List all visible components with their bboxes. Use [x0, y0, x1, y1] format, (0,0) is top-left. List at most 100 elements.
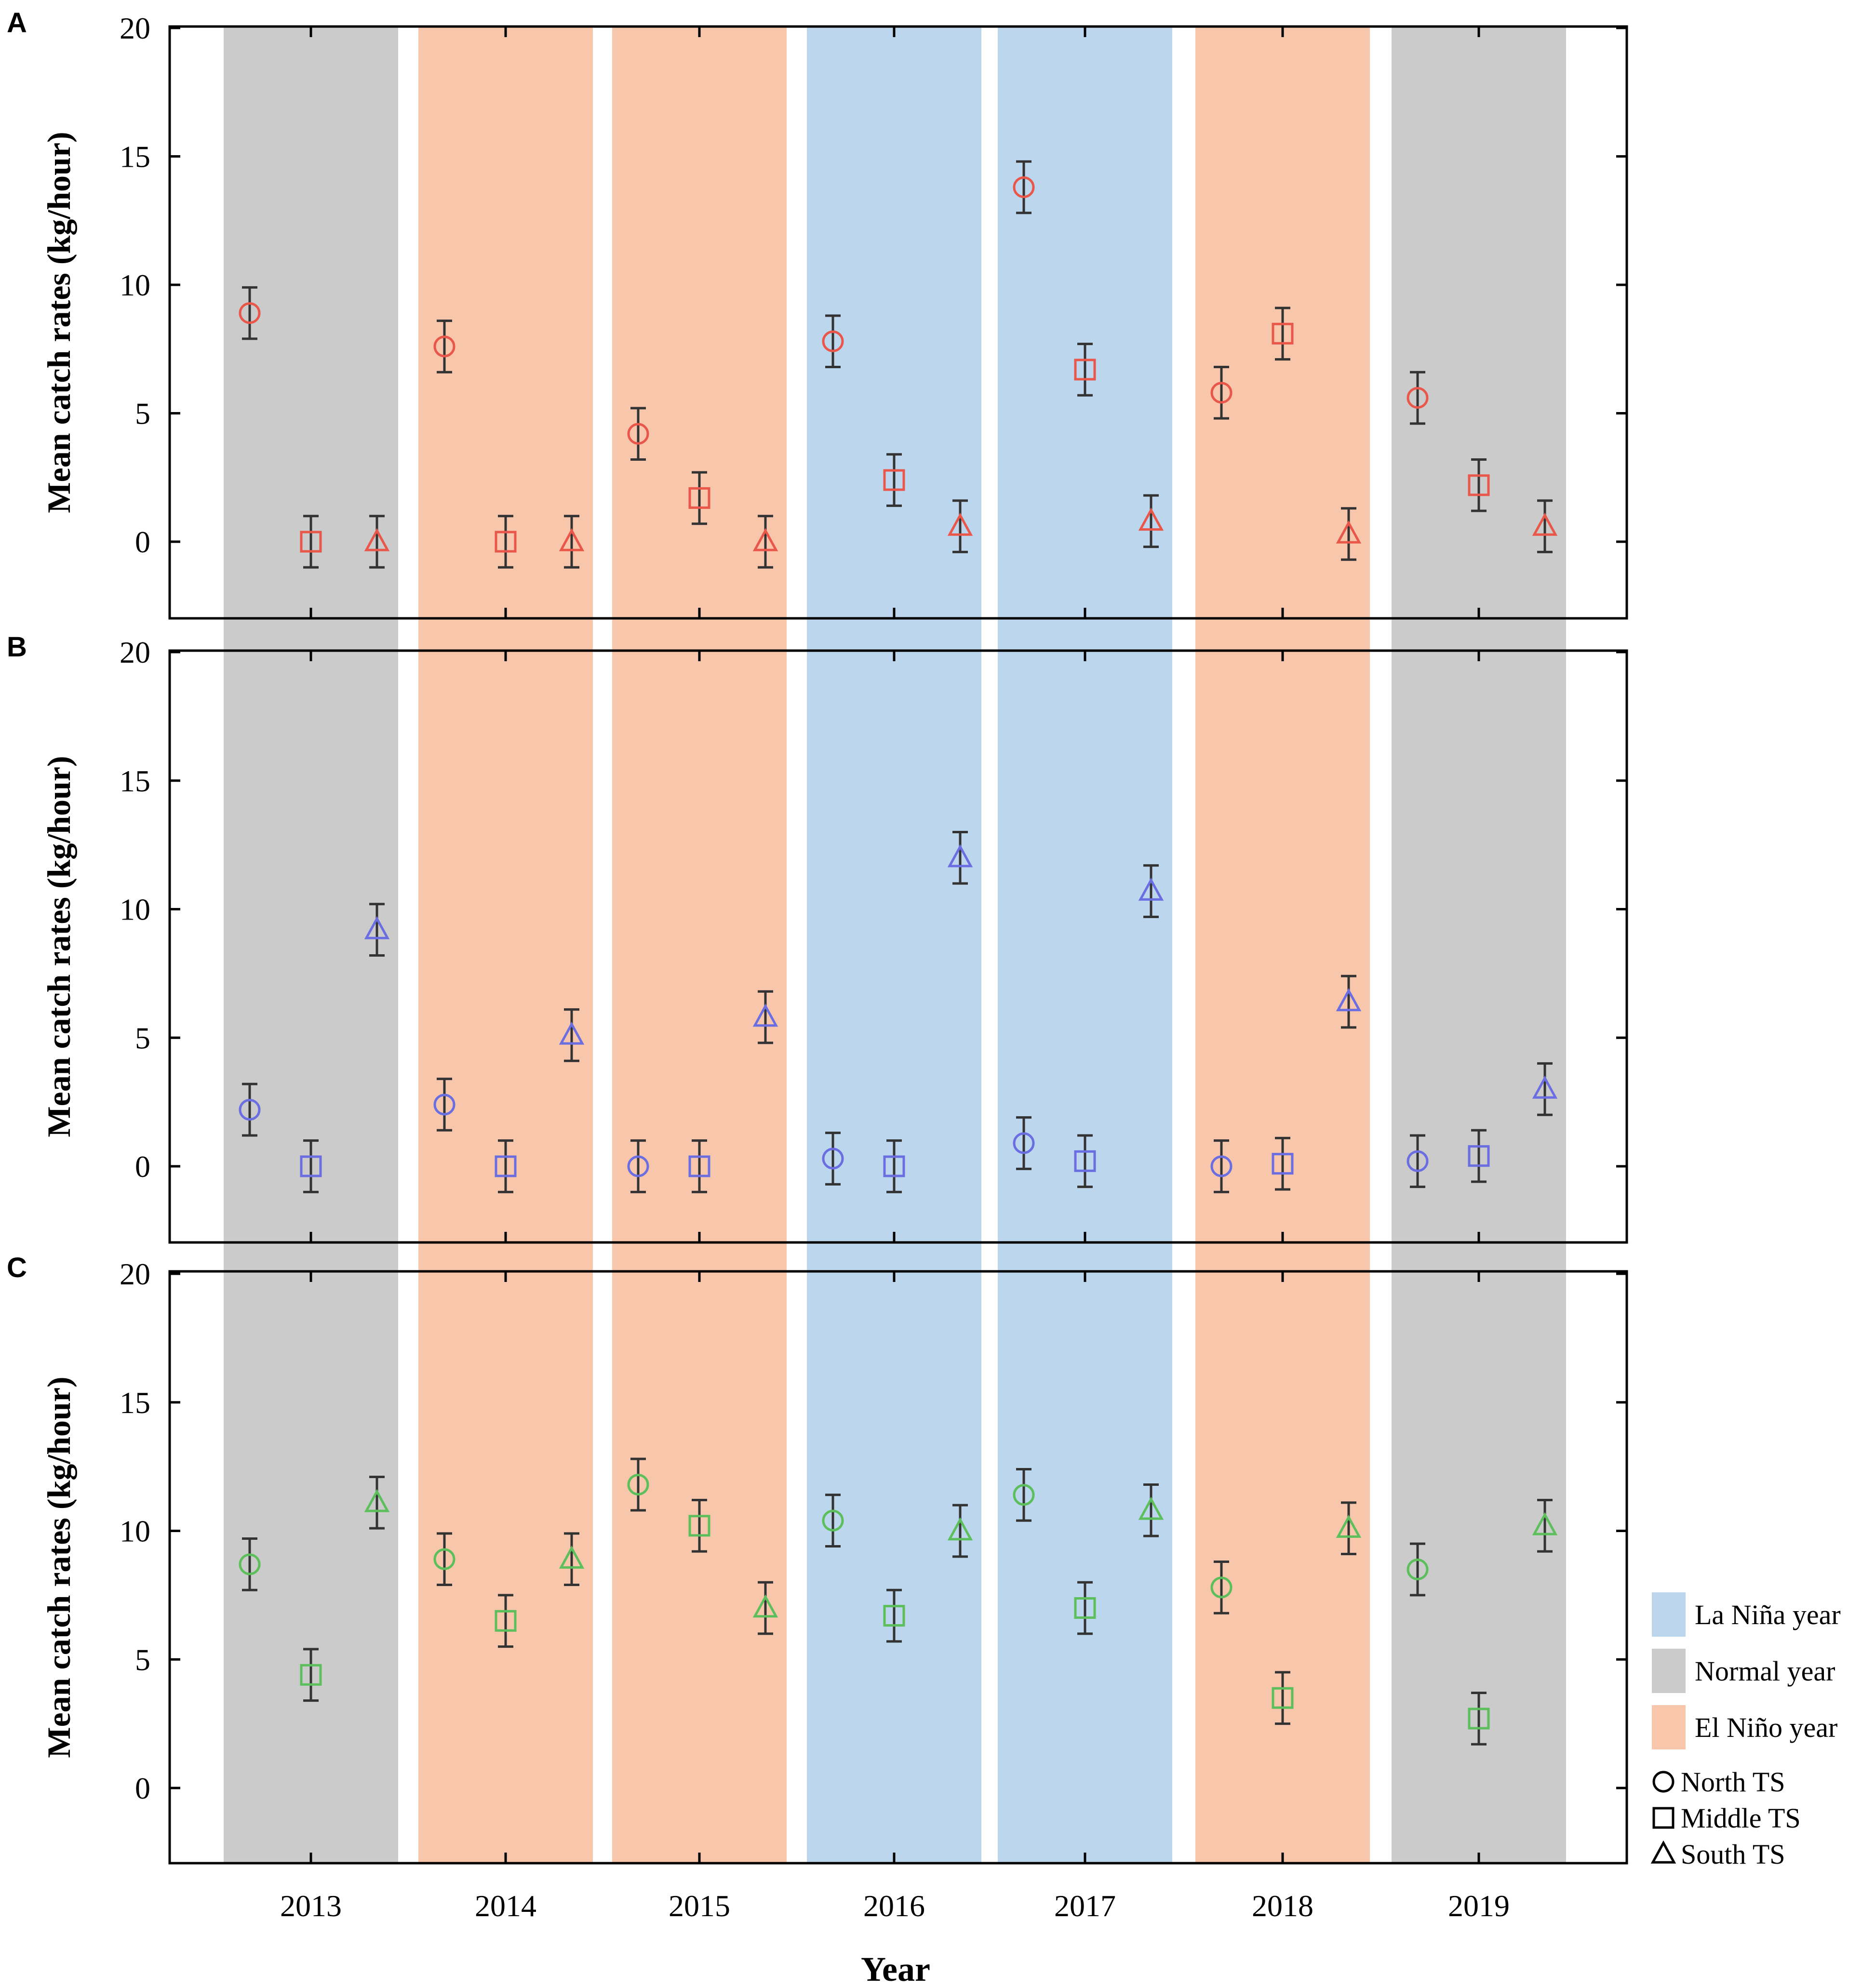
error-bar: [1537, 1062, 1553, 1116]
error-bar: [303, 1648, 319, 1702]
legend-square-icon: [1652, 1807, 1674, 1829]
legend-label: Normal year: [1695, 1655, 1835, 1687]
error-bar: [303, 515, 319, 569]
error-bar: [369, 515, 385, 569]
error-bar: [1214, 1561, 1229, 1614]
data-point-circle-2019: [1407, 387, 1429, 409]
error-bar: [369, 903, 385, 957]
y-axis-label: Mean catch rates (kg/hour): [40, 132, 77, 513]
data-point-square-2016: [883, 1605, 905, 1627]
error-bar: [1471, 1692, 1487, 1746]
error-bar: [437, 1078, 452, 1132]
data-point-square-2014: [495, 531, 517, 553]
y-tick-label: 15: [120, 1386, 150, 1420]
error-bar: [758, 515, 773, 569]
data-point-square-2016: [883, 469, 905, 491]
error-bar: [630, 1457, 646, 1512]
data-point-square-2014: [495, 1155, 517, 1177]
x-tick-label: 2019: [1448, 1889, 1510, 1923]
legend-triangle-icon: [1650, 1840, 1676, 1864]
data-point-square-2018: [1272, 1153, 1294, 1175]
y-tick-label: 0: [135, 1771, 150, 1805]
legend-marker-label: North TS: [1681, 1766, 1785, 1798]
band-2017: [998, 27, 1172, 1863]
y-tick-label: 5: [135, 1021, 150, 1055]
panel-A: 0 5 10 15 20 A Mean catch rates (kg/hour): [7, 7, 1628, 620]
data-point-circle-2016: [822, 1147, 844, 1170]
x-tick-label: 2016: [863, 1889, 925, 1923]
data-point-square-2019: [1468, 1145, 1490, 1167]
x-tick-label: 2015: [669, 1889, 730, 1923]
error-bar: [1410, 371, 1425, 425]
error-bar: [825, 1494, 841, 1548]
error-bar: [1016, 1468, 1031, 1522]
error-bar: [1537, 499, 1553, 553]
y-tick-label: 15: [120, 764, 150, 798]
data-point-square-2017: [1074, 1597, 1096, 1619]
data-point-circle-2013: [239, 302, 261, 324]
x-tick-label: 2013: [280, 1889, 342, 1923]
data-point-square-2019: [1468, 474, 1490, 496]
error-bar: [1143, 864, 1159, 919]
plot-frame: [168, 25, 1628, 620]
data-point-triangle-2014: [559, 1545, 585, 1569]
error-bar: [886, 1139, 902, 1193]
data-point-triangle-2016: [947, 512, 973, 536]
error-bar: [1214, 366, 1229, 420]
panel-label: C: [7, 1252, 27, 1283]
data-point-circle-2019: [1407, 1150, 1429, 1172]
error-bar: [692, 471, 707, 525]
data-point-square-2013: [300, 1155, 322, 1177]
data-point-circle-2018: [1210, 382, 1232, 404]
x-tick-label: 2018: [1252, 1889, 1313, 1923]
error-bar: [1143, 494, 1159, 548]
data-point-square-2017: [1074, 359, 1096, 381]
error-bar: [498, 1594, 513, 1648]
error-bar: [437, 320, 452, 374]
data-point-triangle-2017: [1138, 877, 1164, 901]
error-bar: [1410, 1134, 1425, 1188]
x-tick-label: 2014: [475, 1889, 536, 1923]
data-point-circle-2013: [239, 1099, 261, 1121]
data-point-triangle-2018: [1336, 520, 1362, 544]
error-bar: [758, 1581, 773, 1635]
legend-label: El Niño year: [1695, 1712, 1837, 1743]
y-tick-label: 5: [135, 1642, 150, 1677]
y-tick-label: 15: [120, 140, 150, 174]
legend-marker-label: Middle TS: [1681, 1802, 1801, 1834]
y-tick-label: 0: [135, 1149, 150, 1184]
plot-frame: [168, 1270, 1628, 1865]
error-bar: [1143, 1483, 1159, 1537]
panel-B: 0 5 10 15 20 B Mean catch rates (kg/hour): [7, 631, 1628, 1244]
error-bar: [1341, 507, 1356, 561]
data-point-square-2018: [1272, 1687, 1294, 1709]
panel-label: A: [7, 7, 27, 39]
plot-frame: [168, 649, 1628, 1244]
error-bar: [1341, 1501, 1356, 1556]
data-point-square-2015: [688, 1155, 710, 1177]
data-point-circle-2014: [433, 1548, 455, 1570]
error-bar: [242, 286, 257, 340]
band-2016: [807, 27, 981, 1863]
data-point-circle-2015: [627, 1155, 649, 1177]
year-type-bands: [224, 27, 1566, 1863]
y-tick-label: 0: [135, 525, 150, 559]
data-point-triangle-2018: [1336, 1514, 1362, 1538]
data-point-triangle-2014: [559, 528, 585, 551]
data-point-triangle-2016: [947, 844, 973, 867]
data-point-square-2018: [1272, 322, 1294, 345]
data-point-circle-2017: [1013, 176, 1035, 198]
band-2013: [224, 27, 398, 1863]
error-bar: [886, 1588, 902, 1643]
data-point-circle-2017: [1013, 1132, 1035, 1154]
data-point-square-2017: [1074, 1150, 1096, 1172]
data-point-square-2019: [1468, 1708, 1490, 1730]
legend-swatch: [1652, 1705, 1686, 1749]
error-bar: [1471, 1129, 1487, 1183]
error-bar: [1275, 307, 1290, 361]
data-point-circle-2016: [822, 1509, 844, 1532]
y-tick-label: 20: [120, 635, 150, 669]
panel-label: B: [7, 631, 27, 663]
data-point-circle-2018: [1210, 1155, 1232, 1177]
data-point-circle-2014: [433, 1094, 455, 1116]
